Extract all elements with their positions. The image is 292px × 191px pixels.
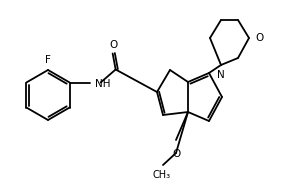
Text: N: N — [217, 70, 225, 80]
Text: F: F — [45, 55, 51, 65]
Text: O: O — [110, 40, 118, 49]
Text: NH: NH — [95, 79, 110, 88]
Text: O: O — [173, 149, 181, 159]
Text: CH₃: CH₃ — [153, 170, 171, 180]
Text: O: O — [255, 33, 263, 43]
